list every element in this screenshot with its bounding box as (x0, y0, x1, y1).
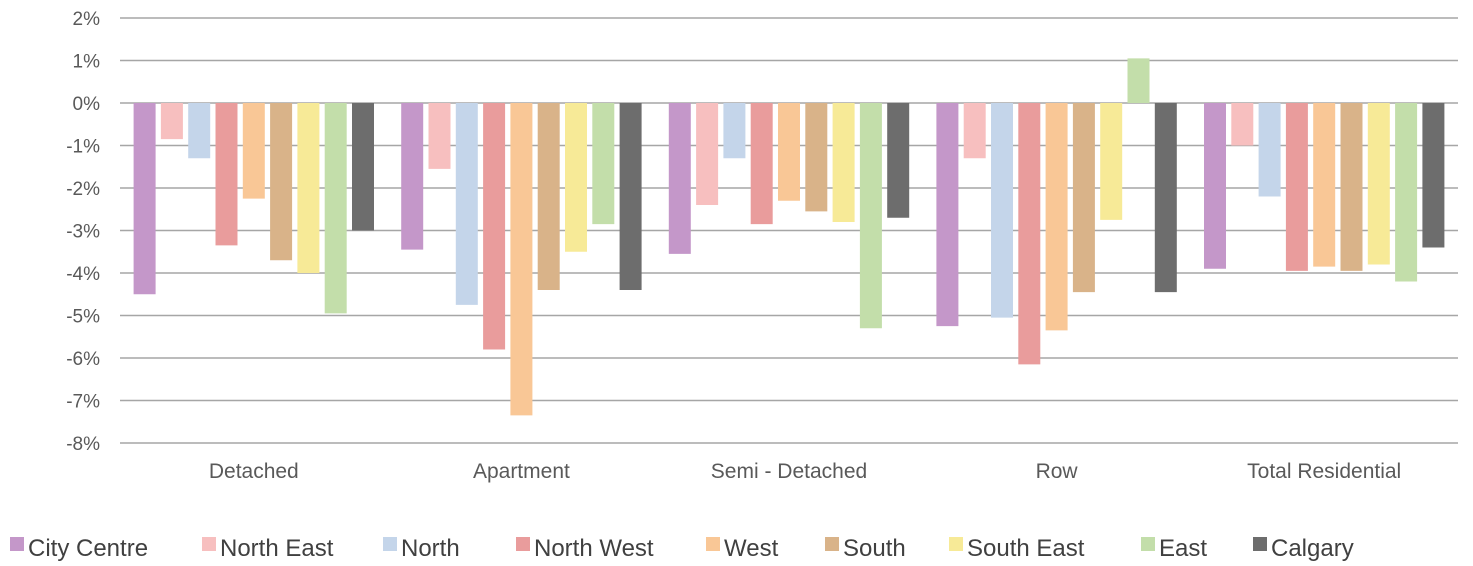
bar-north (455, 103, 478, 305)
y-tick-label: 0% (73, 94, 101, 115)
bar-city-centre (668, 103, 691, 254)
legend-label: Calgary (1271, 535, 1354, 562)
bar-north-west (215, 103, 238, 246)
legend-label: North West (534, 535, 654, 562)
bar-south (1072, 103, 1095, 293)
legend-swatch (1253, 537, 1267, 551)
y-tick-label: -3% (66, 222, 100, 243)
bar-east (1395, 103, 1418, 282)
bar-north-east (428, 103, 451, 169)
bar-east (859, 103, 882, 329)
legend-label: East (1159, 535, 1207, 562)
y-tick-label: -6% (66, 349, 100, 370)
bars (133, 58, 1445, 416)
bar-south-east (1367, 103, 1390, 265)
y-tick-label: 2% (73, 9, 101, 30)
bar-west (1045, 103, 1068, 331)
legend-label: North (401, 535, 460, 562)
y-tick-label: -2% (66, 179, 100, 200)
bar-north-west (750, 103, 773, 225)
bar-south (805, 103, 828, 212)
bar-north-west (483, 103, 506, 350)
bar-west (242, 103, 265, 199)
legend-swatch (1141, 537, 1155, 551)
bar-north-east (1231, 103, 1254, 146)
bar-city-centre (401, 103, 424, 250)
bar-south-east (832, 103, 855, 222)
bar-south-east (1100, 103, 1123, 220)
y-tick-label: -5% (66, 307, 100, 328)
bar-north-east (160, 103, 183, 140)
bar-calgary (887, 103, 910, 218)
bar-north-west (1285, 103, 1308, 271)
bar-city-centre (936, 103, 959, 327)
bar-north-east (696, 103, 719, 205)
bar-city-centre (133, 103, 156, 295)
legend-label: City Centre (28, 535, 148, 562)
x-category-label: Detached (209, 460, 299, 483)
legend: City Centre North East North North West West… (10, 535, 1354, 562)
legend-swatch (825, 537, 839, 551)
x-category-label: Apartment (473, 460, 570, 483)
bar-south (270, 103, 293, 261)
legend-swatch (706, 537, 720, 551)
legend-swatch (202, 537, 216, 551)
y-tick-label: -7% (66, 392, 100, 413)
legend-label: South East (967, 535, 1085, 562)
x-category-label: Row (1036, 460, 1079, 483)
legend-swatch (949, 537, 963, 551)
bar-east (324, 103, 347, 314)
bar-south-east (565, 103, 587, 252)
bar-calgary (352, 103, 374, 231)
bar-north (991, 103, 1013, 318)
bar-north-west (1018, 103, 1041, 365)
y-tick-label: -4% (66, 264, 100, 285)
bar-south (537, 103, 560, 290)
x-category-label: Total Residential (1247, 460, 1401, 483)
bar-west (1313, 103, 1336, 267)
gridlines (120, 17, 1458, 444)
legend-swatch (516, 537, 530, 551)
bar-east (1127, 58, 1150, 103)
bar-north (1258, 103, 1281, 197)
legend-label: North East (220, 535, 334, 562)
legend-swatch (383, 537, 397, 551)
bar-north-east (963, 103, 986, 159)
y-tick-label: -1% (66, 137, 100, 158)
bar-north (723, 103, 746, 159)
y-tick-label: 1% (73, 52, 101, 73)
bar-north (188, 103, 211, 159)
bar-city-centre (1204, 103, 1226, 269)
bar-calgary (619, 103, 642, 290)
legend-label: South (843, 535, 906, 562)
bar-west (510, 103, 533, 416)
bar-south (1340, 103, 1363, 271)
bar-south-east (297, 103, 320, 273)
y-tick-label: -8% (66, 434, 100, 455)
legend-label: West (724, 535, 779, 562)
x-category-label: Semi - Detached (711, 460, 867, 483)
bar-east (592, 103, 615, 225)
bar-calgary (1154, 103, 1177, 293)
bar-calgary (1422, 103, 1445, 248)
legend-swatch (10, 537, 24, 551)
x-axis-category-labels: Detached Apartment Semi - Detached Row Total… (209, 460, 1401, 483)
y-axis-tick-labels: 2% 1% 0% -1% -2% -3% -4% -5% -6% -7% -8% (66, 9, 100, 455)
bar-west (778, 103, 800, 201)
